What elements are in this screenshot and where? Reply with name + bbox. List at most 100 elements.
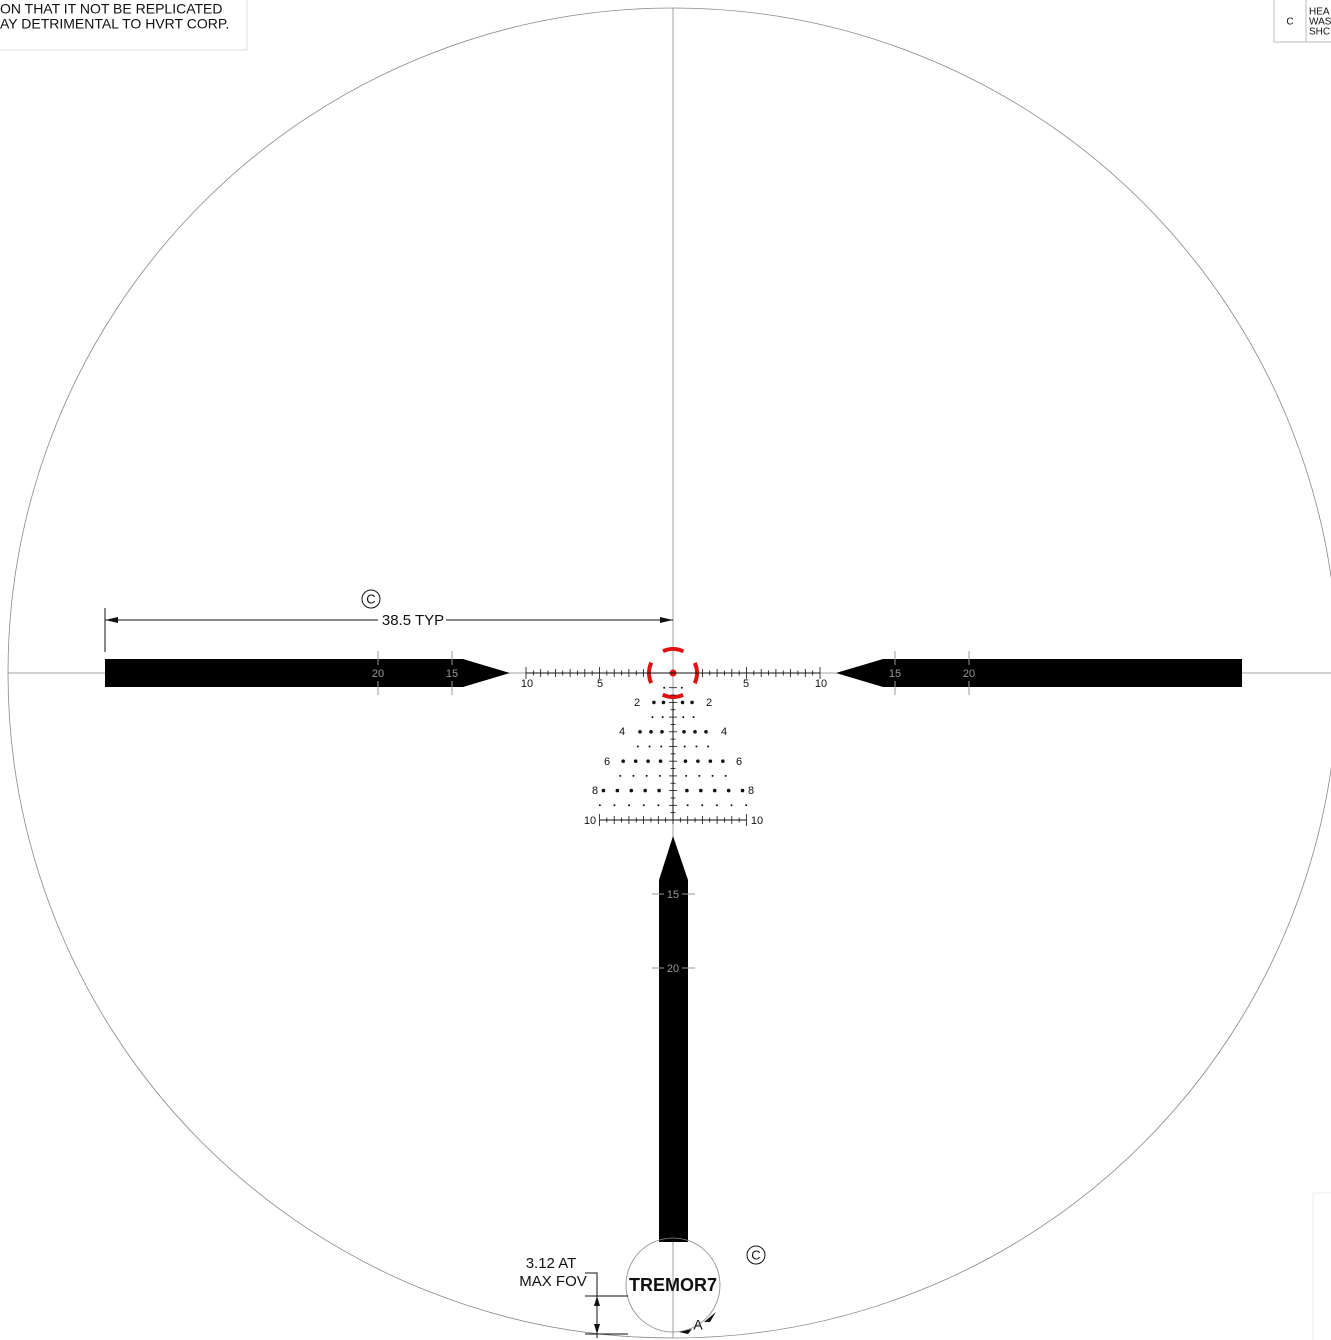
wind-dot bbox=[701, 804, 704, 807]
wind-dot bbox=[692, 716, 695, 719]
wind-dot bbox=[683, 745, 686, 748]
logo-text: TREMOR7 bbox=[629, 1275, 717, 1295]
wind-dot bbox=[657, 788, 661, 793]
tree-label: 8 bbox=[748, 785, 754, 797]
wind-dot bbox=[680, 700, 685, 705]
post-label: 20 bbox=[963, 668, 975, 680]
tree-label: 2 bbox=[634, 697, 640, 709]
side-box bbox=[1312, 1192, 1331, 1340]
wind-dot bbox=[632, 774, 635, 777]
wind-dot bbox=[693, 730, 697, 734]
post-label: 15 bbox=[889, 668, 901, 680]
section-arrow bbox=[679, 1312, 716, 1334]
wind-dot bbox=[724, 774, 727, 777]
wind-dot bbox=[704, 730, 708, 734]
wind-dot bbox=[680, 686, 683, 689]
wind-dot bbox=[690, 700, 694, 705]
wind-dot bbox=[745, 804, 748, 807]
wind-dot bbox=[699, 788, 703, 793]
tree-label: 6 bbox=[736, 756, 742, 768]
note-line: AY DETRIMENTAL TO HVRT CORP. bbox=[0, 16, 229, 32]
scale-label: 5 bbox=[743, 678, 749, 690]
wind-dot bbox=[601, 788, 606, 793]
dimension-arrow bbox=[594, 1296, 600, 1306]
tree-label: 4 bbox=[619, 726, 625, 738]
tree-label: 4 bbox=[721, 726, 727, 738]
wind-dot bbox=[685, 788, 689, 793]
revision-text: WAS bbox=[1309, 17, 1331, 28]
wind-dot bbox=[726, 788, 731, 793]
callout-circle bbox=[361, 589, 381, 609]
left-post bbox=[105, 659, 510, 687]
wind-dot bbox=[707, 745, 710, 748]
label-bg bbox=[444, 665, 460, 681]
post-label: 20 bbox=[372, 668, 384, 680]
callout-circle bbox=[746, 1245, 766, 1265]
wind-dot bbox=[621, 759, 625, 763]
dimension-arrow bbox=[105, 617, 118, 623]
wind-dot bbox=[658, 774, 661, 777]
wind-dot bbox=[628, 804, 631, 807]
fov-dim-text: 3.12 AT bbox=[526, 1255, 577, 1272]
leader-line bbox=[585, 1272, 598, 1290]
wind-dot bbox=[619, 774, 622, 777]
wind-dot bbox=[661, 716, 664, 719]
scale-label: 5 bbox=[597, 678, 603, 690]
wind-dot bbox=[636, 745, 639, 748]
wind-dot bbox=[648, 745, 651, 748]
scale-label: 10 bbox=[521, 678, 533, 690]
wind-dot bbox=[698, 774, 701, 777]
label-bg bbox=[664, 886, 682, 902]
wind-dot bbox=[633, 759, 638, 763]
wind-dot bbox=[686, 804, 689, 807]
right-post bbox=[836, 659, 1242, 687]
note-box bbox=[0, 0, 248, 51]
bottom-post bbox=[659, 836, 688, 1242]
wind-dot bbox=[646, 759, 650, 763]
wind-dot bbox=[658, 759, 663, 763]
callout: C bbox=[366, 591, 375, 606]
label-bg bbox=[664, 960, 682, 976]
wind-dot bbox=[696, 759, 700, 763]
wind-dot bbox=[645, 774, 648, 777]
wind-dot bbox=[730, 804, 733, 807]
wind-dot bbox=[651, 716, 654, 719]
tree-label: 10 bbox=[751, 815, 763, 827]
wind-dot bbox=[711, 774, 714, 777]
wind-dot bbox=[657, 804, 660, 807]
tree-label: 8 bbox=[592, 785, 598, 797]
wind-dot bbox=[615, 788, 620, 793]
label-bg bbox=[887, 665, 903, 681]
wind-dot bbox=[740, 788, 745, 793]
post-label: 20 bbox=[667, 963, 679, 975]
revision-letter: C bbox=[1286, 17, 1293, 28]
wind-dot bbox=[642, 804, 645, 807]
wind-dot bbox=[682, 730, 686, 734]
tree-label: 6 bbox=[604, 756, 610, 768]
wind-dot bbox=[721, 759, 725, 763]
logo-circle bbox=[625, 1237, 721, 1333]
wind-dot bbox=[629, 788, 634, 793]
label-bg bbox=[961, 665, 977, 681]
revision-text: SHC bbox=[1309, 27, 1330, 38]
wind-dot bbox=[695, 745, 698, 748]
label-bg bbox=[370, 665, 386, 681]
scale-label: 10 bbox=[815, 678, 827, 690]
wind-dot bbox=[685, 774, 688, 777]
wind-dot bbox=[649, 730, 653, 734]
dimension-text: 38.5 TYP bbox=[382, 612, 444, 629]
post-label: 15 bbox=[446, 668, 458, 680]
wind-dot bbox=[715, 804, 718, 807]
wind-dot bbox=[712, 788, 717, 793]
wind-dot bbox=[613, 804, 616, 807]
wind-dot bbox=[682, 716, 685, 719]
fov-dim-text: MAX FOV bbox=[519, 1273, 587, 1290]
section-mark: A bbox=[693, 1317, 703, 1333]
wind-dot bbox=[652, 700, 656, 705]
mil-scale bbox=[525, 667, 821, 826]
tree-label: 10 bbox=[584, 815, 596, 827]
wind-dot bbox=[643, 788, 647, 793]
wind-dot bbox=[661, 700, 666, 705]
dimension-arrow bbox=[594, 1324, 600, 1334]
